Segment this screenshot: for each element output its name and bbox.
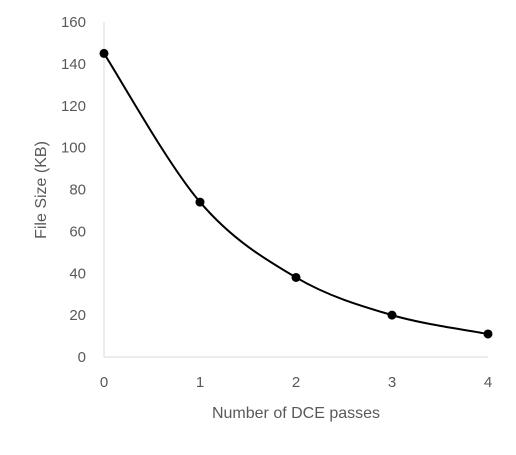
y-tick-label: 140 bbox=[61, 56, 86, 73]
y-tick-label: 0 bbox=[78, 349, 86, 366]
x-tick-label: 2 bbox=[292, 374, 300, 391]
series-line bbox=[103, 52, 489, 335]
x-axis-label: Number of DCE passes bbox=[212, 405, 380, 422]
y-tick-label: 120 bbox=[61, 98, 86, 115]
series bbox=[99, 48, 493, 339]
axes bbox=[103, 22, 488, 358]
y-tick-label: 100 bbox=[61, 140, 86, 157]
x-tick-label: 3 bbox=[388, 374, 396, 391]
x-tick-label: 1 bbox=[196, 374, 204, 391]
y-tick-label: 20 bbox=[69, 307, 86, 324]
data-point bbox=[195, 197, 205, 207]
y-tick-label: 60 bbox=[69, 223, 86, 240]
data-point bbox=[99, 48, 109, 58]
y-tick-label: 160 bbox=[61, 14, 86, 31]
data-point bbox=[387, 310, 397, 320]
data-point bbox=[483, 329, 493, 339]
y-axis-label: File Size (KB) bbox=[33, 141, 50, 239]
x-tick-label: 0 bbox=[100, 374, 108, 391]
y-tick-label: 80 bbox=[69, 182, 86, 199]
y-tick-label: 40 bbox=[69, 265, 86, 282]
data-point bbox=[291, 272, 301, 282]
tick-labels: 0 20 40 60 80 100 120 140 160 0 1 2 3 4 bbox=[61, 14, 492, 391]
x-tick-label: 4 bbox=[484, 374, 492, 391]
